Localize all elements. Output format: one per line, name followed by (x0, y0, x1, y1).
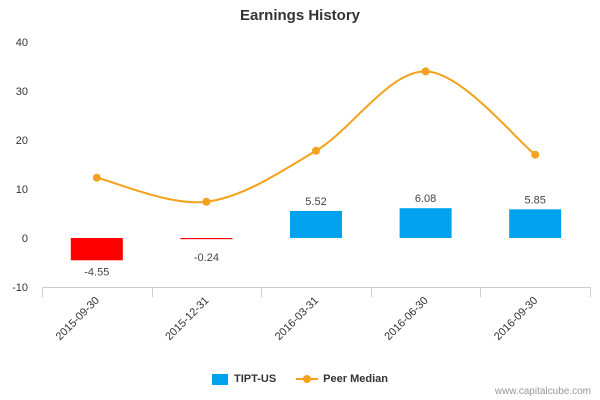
bar-data-label: 6.08 (415, 193, 436, 205)
peer-median-line (96, 70, 536, 204)
peer-median-point[interactable] (312, 146, 320, 155)
y-tick-label: 0 (22, 233, 28, 245)
legend-line-swatch (296, 373, 319, 385)
bar-data-label: -0.24 (194, 252, 219, 264)
peer-median-point[interactable] (421, 67, 430, 76)
chart-title: Earnings History (239, 7, 361, 24)
bar-data-labels: -4.55 -0.24 5.52 6.08 5.85 (84, 193, 546, 278)
bar-data-label: -4.55 (84, 266, 109, 278)
bar[interactable] (509, 209, 562, 238)
y-tick-label: 40 (16, 37, 28, 49)
x-tick-label: 2016-09-30 (492, 295, 540, 343)
peer-median-point[interactable] (531, 150, 540, 159)
x-tick-label: 2016-06-30 (382, 295, 430, 343)
y-axis-ticks: -10 0 10 20 30 40 (12, 37, 28, 294)
bar-series (70, 208, 562, 261)
legend-item-peer-median[interactable]: Peer Median (296, 373, 388, 385)
y-tick-label: 20 (16, 135, 28, 147)
legend-label-tipt: TIPT-US (234, 373, 277, 385)
legend-item-tipt[interactable]: TIPT-US (212, 373, 276, 385)
bar-data-label: 5.85 (524, 194, 545, 206)
bar-data-label: 5.52 (305, 196, 326, 208)
x-tick-label: 2016-03-31 (273, 295, 321, 343)
peer-median-series (92, 67, 540, 206)
bar[interactable] (399, 208, 452, 238)
bar[interactable] (290, 210, 342, 238)
peer-median-point[interactable] (202, 197, 211, 206)
x-tick-label: 2015-12-31 (163, 295, 211, 343)
y-tick-label: 10 (16, 184, 28, 196)
x-axis: 2015-09-30 2015-12-31 2016-03-31 2016-06-30… (42, 287, 591, 343)
y-tick-label: 30 (16, 86, 28, 98)
y-tick-label: -10 (12, 282, 28, 294)
legend: TIPT-US Peer Median (0, 373, 600, 385)
peer-median-point[interactable] (92, 173, 101, 182)
bar[interactable] (70, 238, 123, 261)
bar[interactable] (180, 238, 233, 240)
credit-text: www.capitalcube.com (494, 386, 591, 397)
legend-label-peer-median: Peer Median (323, 373, 388, 385)
x-tick-label: 2015-09-30 (54, 295, 102, 343)
legend-bar-swatch (212, 373, 228, 385)
